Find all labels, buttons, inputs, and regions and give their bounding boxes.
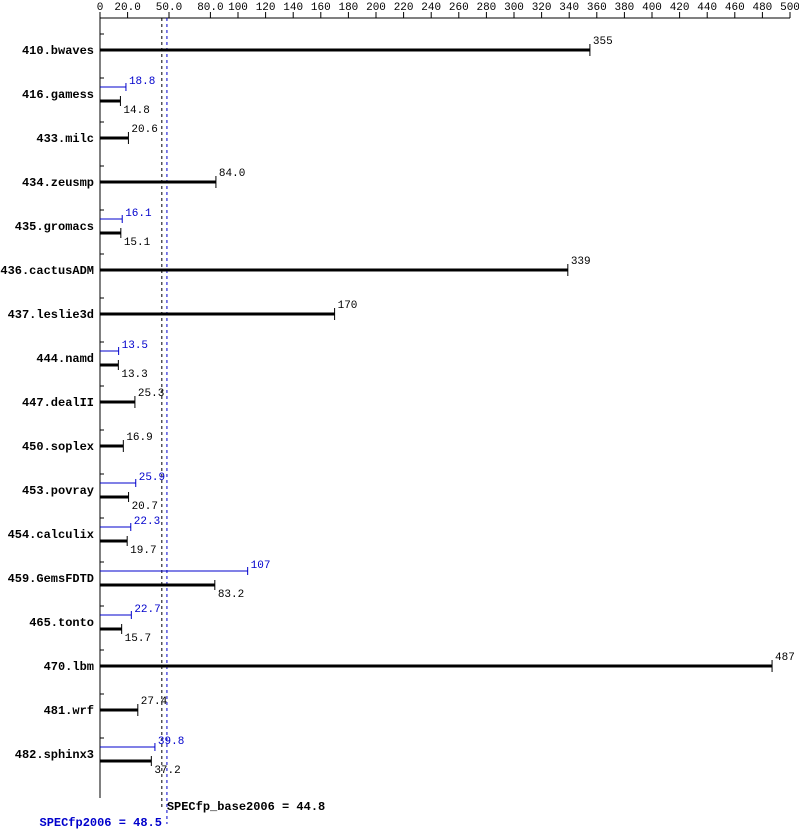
benchmark-label: 470.lbm [44, 660, 94, 674]
axis-tick-label: 300 [504, 2, 524, 14]
benchmark-label: 482.sphinx3 [15, 748, 94, 762]
benchmark-label: 435.gromacs [15, 220, 94, 234]
base-value: 487 [775, 652, 795, 664]
axis-tick-label: 160 [311, 2, 331, 14]
axis-tick-label: 100 [228, 2, 248, 14]
axis-tick-label: 140 [283, 2, 303, 14]
axis-tick-label: 340 [559, 2, 579, 14]
benchmark-label: 450.soplex [22, 440, 94, 454]
peak-value: 39.8 [158, 736, 184, 748]
axis-tick-label: 80.0 [197, 2, 223, 14]
summary-base: SPECfp_base2006 = 44.8 [167, 800, 325, 814]
benchmark-label: 453.povray [22, 484, 94, 498]
axis-tick-label: 0 [97, 2, 104, 14]
base-value: 13.3 [121, 369, 147, 381]
benchmark-label: 447.dealII [22, 396, 94, 410]
axis-tick-label: 440 [697, 2, 717, 14]
base-value: 15.1 [124, 237, 151, 249]
axis-tick-label: 480 [752, 2, 772, 14]
axis-tick-label: 180 [338, 2, 358, 14]
benchmark-label: 481.wrf [44, 704, 94, 718]
peak-value: 22.3 [134, 516, 160, 528]
axis-tick-label: 380 [614, 2, 634, 14]
base-value: 15.7 [125, 633, 151, 645]
base-value: 170 [338, 300, 358, 312]
specfp-chart: 0 20.0 50.0 80.0 100 120 140 160 180 200 220 240 260… [0, 0, 799, 831]
axis-tick-label: 240 [421, 2, 441, 14]
axis-tick-label: 220 [394, 2, 414, 14]
benchmark-label: 434.zeusmp [22, 176, 94, 190]
benchmark-label: 436.cactusADM [0, 264, 94, 278]
axis-tick-label: 500 [780, 2, 799, 14]
base-value: 84.0 [219, 168, 245, 180]
base-value: 14.8 [123, 105, 149, 117]
benchmark-label: 433.milc [36, 132, 94, 146]
benchmark-label: 454.calculix [8, 528, 94, 542]
summary-peak: SPECfp2006 = 48.5 [40, 816, 162, 830]
peak-value: 107 [251, 560, 271, 572]
base-value: 20.6 [131, 124, 157, 136]
benchmark-label: 410.bwaves [22, 44, 94, 58]
base-value: 19.7 [130, 545, 156, 557]
axis-tick-label: 120 [256, 2, 276, 14]
axis-tick-label: 420 [670, 2, 690, 14]
benchmark-label: 416.gamess [22, 88, 94, 102]
axis-tick-label: 20.0 [114, 2, 140, 14]
base-value: 16.9 [126, 432, 152, 444]
peak-value: 25.9 [139, 472, 165, 484]
axis-tick-label: 360 [587, 2, 607, 14]
base-value: 83.2 [218, 589, 244, 601]
benchmark-label: 437.leslie3d [8, 308, 94, 322]
axis-tick-label: 200 [366, 2, 386, 14]
peak-value: 16.1 [125, 208, 152, 220]
benchmark-label: 444.namd [36, 352, 94, 366]
base-value: 27.4 [141, 696, 168, 708]
axis-tick-label: 400 [642, 2, 662, 14]
base-value: 339 [571, 256, 591, 268]
benchmark-label: 465.tonto [29, 616, 94, 630]
axis-tick-label: 320 [532, 2, 552, 14]
peak-value: 18.8 [129, 76, 155, 88]
base-value: 25.3 [138, 388, 164, 400]
axis-tick-label: 260 [449, 2, 469, 14]
base-value: 355 [593, 36, 613, 48]
axis-tick-label: 280 [476, 2, 496, 14]
benchmark-label: 459.GemsFDTD [8, 572, 94, 586]
axis-tick-label: 460 [725, 2, 745, 14]
peak-value: 22.7 [134, 604, 160, 616]
axis-tick-label: 50.0 [156, 2, 182, 14]
base-value: 37.2 [154, 765, 180, 777]
peak-value: 13.5 [122, 340, 148, 352]
base-value: 20.7 [132, 501, 158, 513]
